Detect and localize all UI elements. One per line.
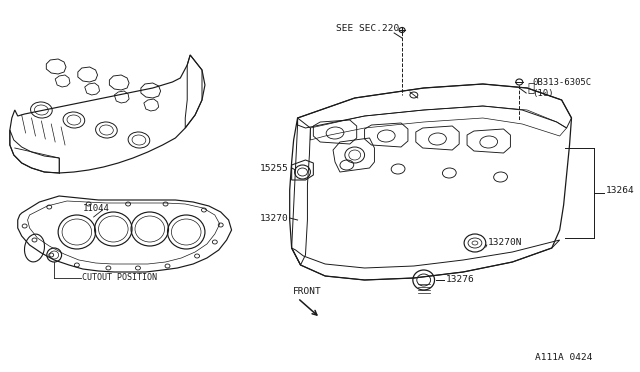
Text: Ⓢ: Ⓢ <box>527 81 534 94</box>
Text: 13270N: 13270N <box>488 237 522 247</box>
Text: FRONT: FRONT <box>292 288 321 296</box>
Text: 0B313-6305C
(10): 0B313-6305C (10) <box>532 78 591 98</box>
Text: 15255: 15255 <box>260 164 289 173</box>
Text: 13270: 13270 <box>260 214 289 222</box>
Text: 13276: 13276 <box>445 276 474 285</box>
Text: A111A 0424: A111A 0424 <box>535 353 593 362</box>
Text: 13264: 13264 <box>606 186 635 195</box>
Text: 11044: 11044 <box>83 203 109 212</box>
Text: SEE SEC.220: SEE SEC.220 <box>336 23 399 32</box>
Text: CUTOUT POSITION: CUTOUT POSITION <box>82 273 157 282</box>
